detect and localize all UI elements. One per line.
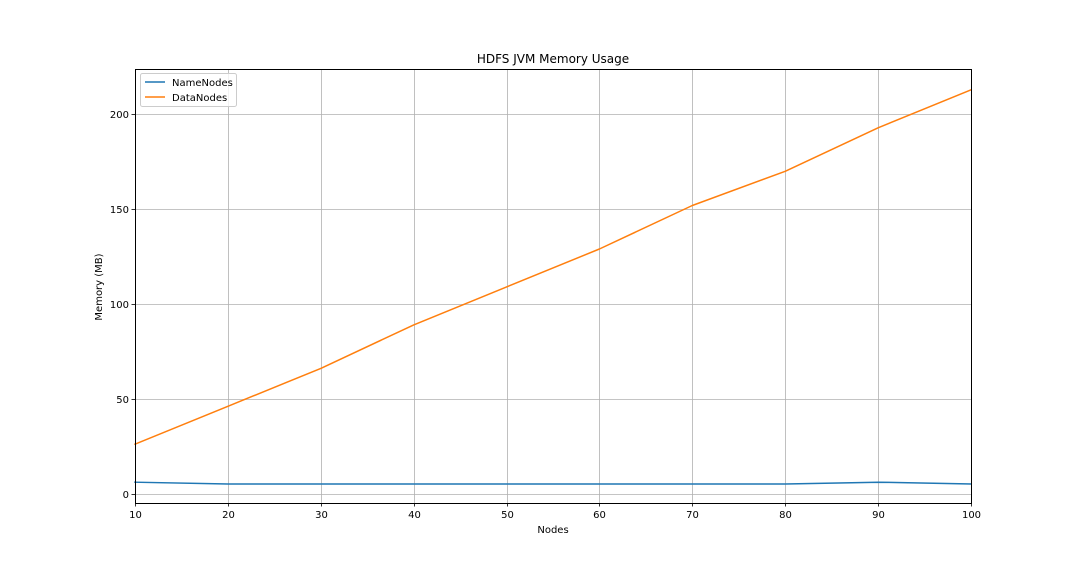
y-tick-label: 50 (116, 395, 129, 406)
x-tick-label: 50 (501, 510, 514, 521)
x-tick-label: 40 (408, 510, 421, 521)
x-axis-label: Nodes (537, 525, 568, 536)
y-tick-label: 200 (110, 110, 129, 121)
legend: NameNodes DataNodes (140, 73, 237, 107)
legend-label-datanodes: DataNodes (172, 93, 227, 104)
x-tick-label: 70 (686, 510, 699, 521)
y-tick-label: 150 (110, 205, 129, 216)
y-tick-label: 0 (123, 490, 129, 501)
legend-label-namenodes: NameNodes (172, 78, 233, 89)
plot-frame (135, 69, 972, 504)
x-axis-ticks: 10 20 30 40 50 60 70 80 90 100 (129, 503, 981, 521)
series-line-namenodes (134, 481, 972, 485)
x-tick-label: 60 (593, 510, 606, 521)
series-line-datanodes (134, 88, 972, 446)
y-tick-label: 100 (110, 300, 129, 311)
x-tick-label: 20 (222, 510, 235, 521)
x-tick-label: 80 (779, 510, 792, 521)
chart-title: HDFS JVM Memory Usage (477, 52, 629, 66)
y-axis-label: Memory (MB) (94, 253, 105, 320)
x-tick-label: 30 (315, 510, 328, 521)
x-tick-label: 90 (872, 510, 885, 521)
x-tick-label: 10 (129, 510, 142, 521)
y-axis-ticks: 0 50 100 150 200 (110, 110, 135, 501)
x-tick-label: 100 (962, 510, 981, 521)
series-lines (134, 88, 972, 485)
